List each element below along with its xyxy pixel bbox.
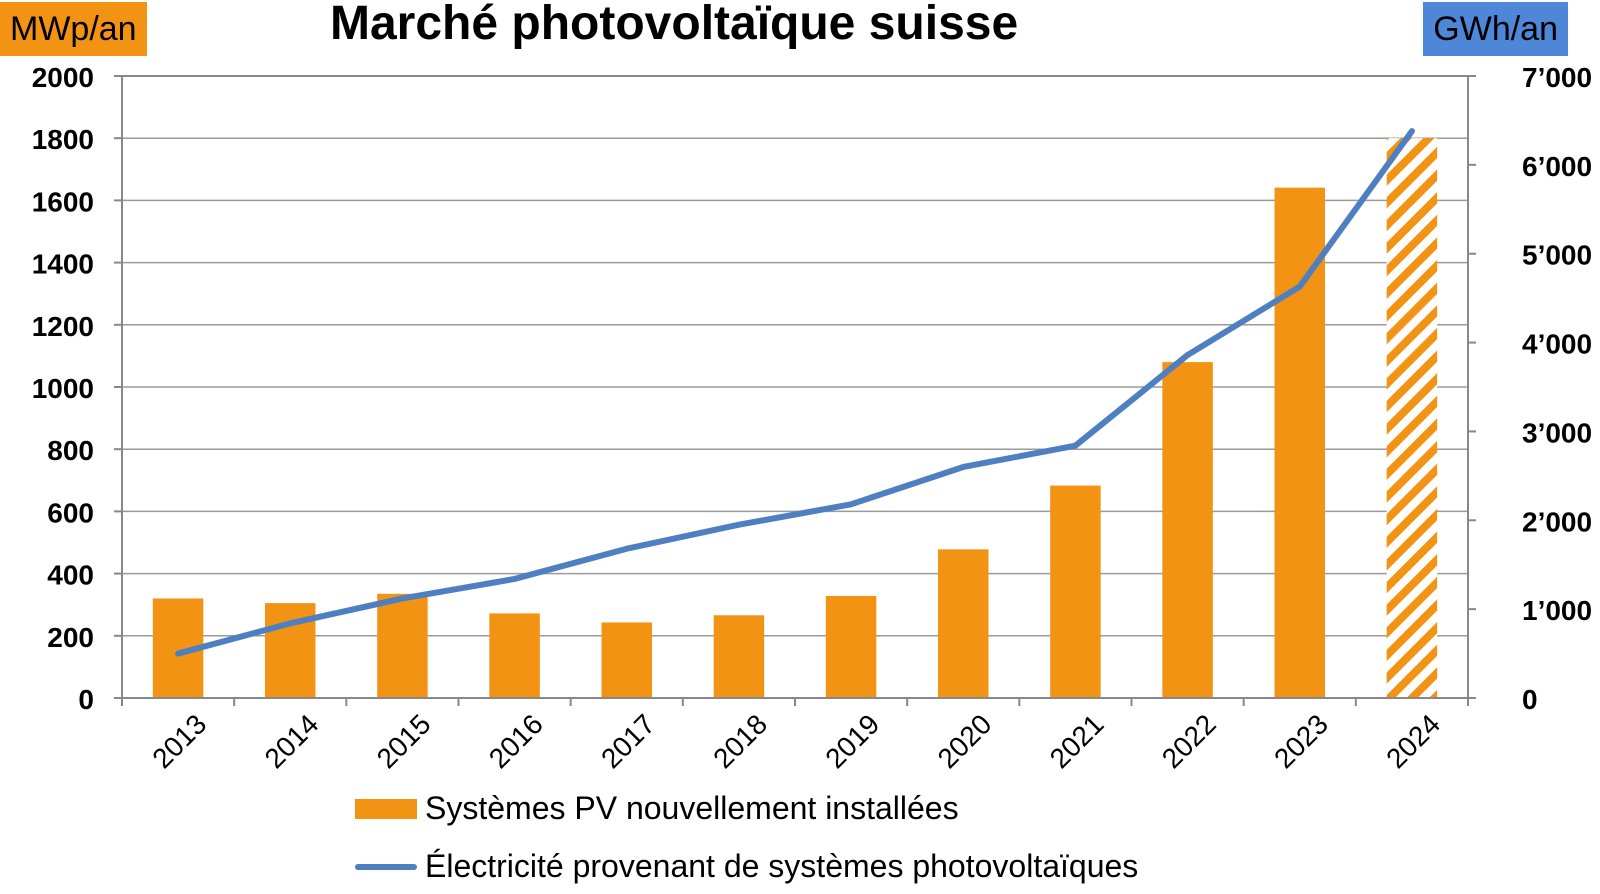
left-tick-label: 1200 xyxy=(32,311,94,342)
line-point-2014 xyxy=(288,621,292,625)
x-label-2017: 2017 xyxy=(595,708,661,774)
legend-bars-swatch xyxy=(355,798,417,819)
right-tick-label: 1’000 xyxy=(1522,595,1592,626)
bar-2017 xyxy=(601,622,652,698)
right-tick-label: 6’000 xyxy=(1522,151,1592,182)
line-point-2016 xyxy=(513,577,517,581)
bar-2019 xyxy=(825,595,877,698)
line-point-2020 xyxy=(961,465,965,469)
x-label-2024: 2024 xyxy=(1380,708,1446,774)
left-tick-label: 400 xyxy=(47,560,94,591)
x-label-2022: 2022 xyxy=(1156,708,1222,774)
legend-line-label: Électricité provenant de systèmes photov… xyxy=(425,848,1139,884)
left-tick-label: 1400 xyxy=(32,249,94,280)
right-tick-label: 2’000 xyxy=(1522,506,1592,537)
right-tick-label: 4’000 xyxy=(1522,329,1592,360)
left-tick-label: 600 xyxy=(47,497,94,528)
line-point-2019 xyxy=(849,502,853,506)
line-point-2021 xyxy=(1073,444,1077,448)
bar-2023 xyxy=(1274,187,1325,699)
line-point-2022 xyxy=(1186,353,1190,357)
electricity-line xyxy=(175,128,1415,657)
bar-2018 xyxy=(713,615,765,698)
right-tick-label: 5’000 xyxy=(1522,240,1592,271)
bar-2016 xyxy=(489,613,540,698)
line-point-2024 xyxy=(1410,129,1414,133)
bar-2020 xyxy=(938,549,989,698)
right-tick-label: 3’000 xyxy=(1522,417,1592,448)
left-tick-label: 0 xyxy=(78,684,94,715)
right-tick-label: 0 xyxy=(1522,684,1538,715)
left-unit-label: MWp/an xyxy=(0,2,147,56)
left-tick-label: 1800 xyxy=(32,124,94,155)
legend-bars-label: Systèmes PV nouvellement installées xyxy=(425,790,959,826)
x-label-2015: 2015 xyxy=(371,708,437,774)
x-label-2020: 2020 xyxy=(932,708,998,774)
x-label-2014: 2014 xyxy=(259,708,325,774)
bar-2022 xyxy=(1162,362,1213,698)
x-label-2016: 2016 xyxy=(483,708,549,774)
x-label-2023: 2023 xyxy=(1268,708,1334,774)
left-tick-label: 800 xyxy=(47,435,94,466)
x-label-2018: 2018 xyxy=(707,708,773,774)
x-label-2013: 2013 xyxy=(146,708,212,774)
legend-line: Électricité provenant de systèmes photov… xyxy=(355,848,1138,885)
line-point-2017 xyxy=(625,547,629,551)
legend-bars: Systèmes PV nouvellement installées xyxy=(355,790,959,827)
right-unit-label: GWh/an xyxy=(1423,2,1568,56)
x-label-2019: 2019 xyxy=(819,708,885,774)
bar-2021 xyxy=(1050,485,1101,698)
line-point-2013 xyxy=(176,652,180,656)
x-label-2021: 2021 xyxy=(1044,708,1110,774)
left-tick-label: 1000 xyxy=(32,373,94,404)
left-tick-label: 1600 xyxy=(32,186,94,217)
right-tick-label: 7’000 xyxy=(1522,62,1592,93)
line-point-2018 xyxy=(737,523,741,527)
chart-title: Marché photovoltaïque suisse xyxy=(330,0,1019,50)
legend-line-swatch xyxy=(355,863,417,870)
line-point-2015 xyxy=(400,596,404,600)
bar-2015 xyxy=(377,593,428,698)
bar-2024 xyxy=(1386,138,1438,698)
line-point-2023 xyxy=(1298,285,1302,289)
left-tick-label: 2000 xyxy=(32,62,94,93)
left-tick-label: 200 xyxy=(47,622,94,653)
